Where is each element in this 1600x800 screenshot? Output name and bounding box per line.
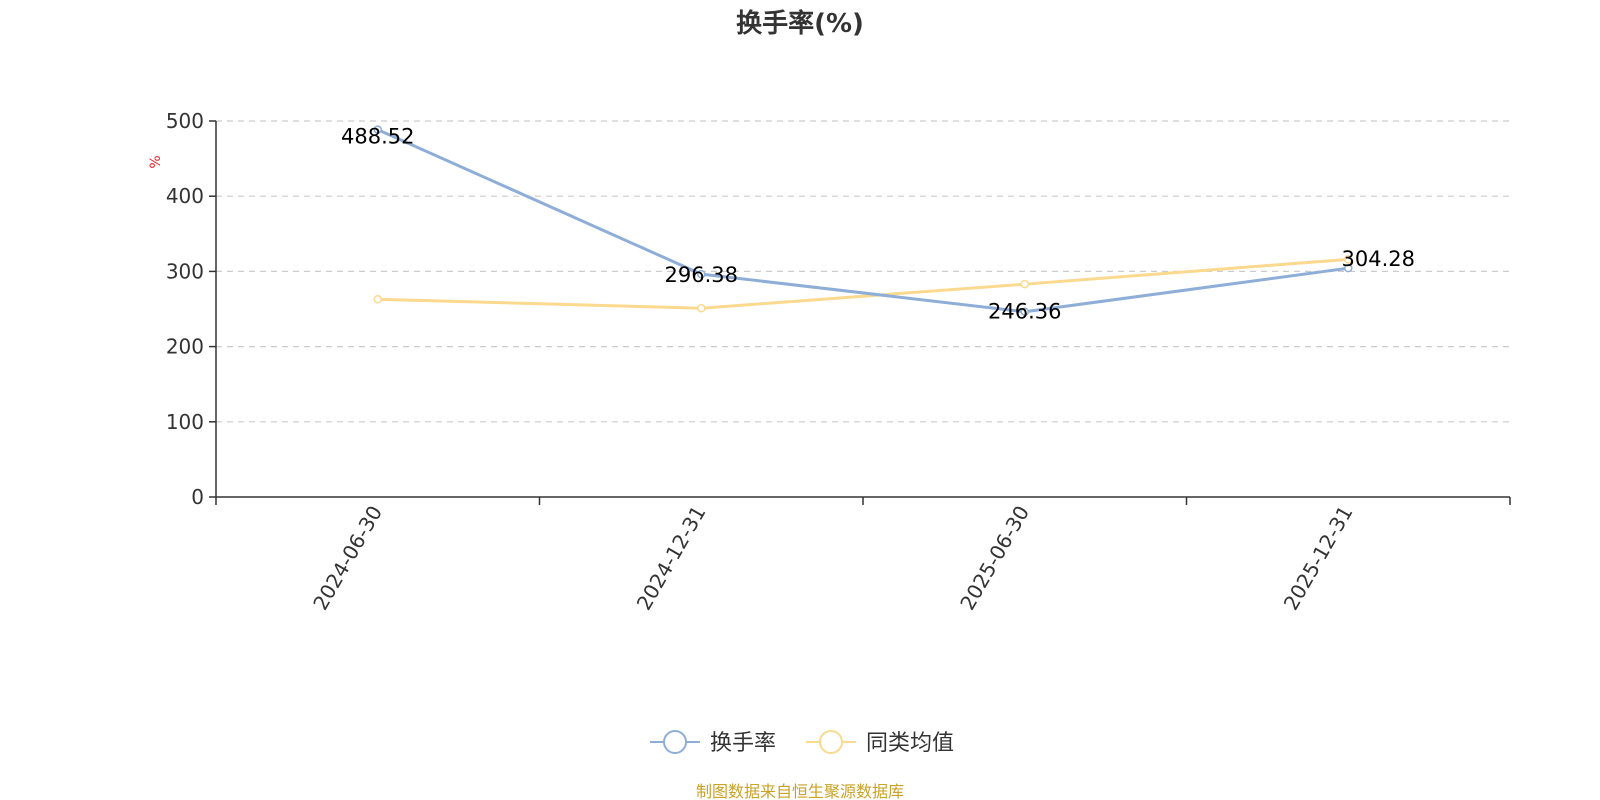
legend-label: 同类均值	[866, 731, 954, 756]
series-point-0[interactable]	[373, 125, 382, 134]
data-label: 304.28	[1342, 247, 1415, 271]
data-label: 246.36	[988, 300, 1061, 324]
chart-title: 换手率(%)	[736, 8, 864, 39]
source-note: 制图数据来自恒生聚源数据库	[696, 782, 904, 800]
legend-marker	[819, 730, 843, 754]
series-point-0[interactable]	[697, 269, 706, 279]
series-point-0[interactable]	[1344, 263, 1353, 273]
x-tick-label: 2025-12-31	[1279, 502, 1358, 615]
series-point-1[interactable]	[1020, 279, 1029, 289]
grid-lines	[216, 120, 1510, 423]
y-tick-label: 300	[166, 259, 204, 283]
series-point-1[interactable]	[373, 294, 382, 304]
axes: 0 100 200 300 400 500 2024-06-30 2024-12-31 2025…	[166, 109, 1511, 615]
data-label: 296.38	[665, 263, 738, 287]
legend-item-0[interactable]: 换手率	[650, 730, 776, 756]
series-layer	[373, 125, 1353, 316]
data-labels: 488.52 296.38 246.36 304.28	[341, 125, 1415, 324]
y-axis-label: %	[148, 155, 164, 168]
legend-marker	[663, 730, 687, 754]
legend[interactable]: 换手率 同类均值	[650, 730, 954, 756]
y-tick-label: 400	[166, 184, 204, 208]
y-tick-label: 200	[166, 335, 204, 359]
y-tick-label: 500	[166, 109, 204, 133]
x-tick-label: 2024-06-30	[308, 502, 387, 615]
series-point-1[interactable]	[1344, 255, 1353, 264]
data-label: 488.52	[341, 125, 414, 149]
y-tick-label: 0	[191, 485, 204, 509]
series-line-0	[377, 128, 1349, 314]
series-point-0[interactable]	[1020, 307, 1029, 316]
series-line-1	[377, 257, 1349, 310]
legend-item-1[interactable]: 同类均值	[806, 730, 954, 756]
series-point-1[interactable]	[697, 303, 706, 313]
y-tick-label: 100	[166, 410, 204, 434]
legend-label: 换手率	[710, 731, 776, 756]
x-tick-label: 2025-06-30	[955, 502, 1034, 615]
x-tick-label: 2024-12-31	[632, 502, 711, 615]
